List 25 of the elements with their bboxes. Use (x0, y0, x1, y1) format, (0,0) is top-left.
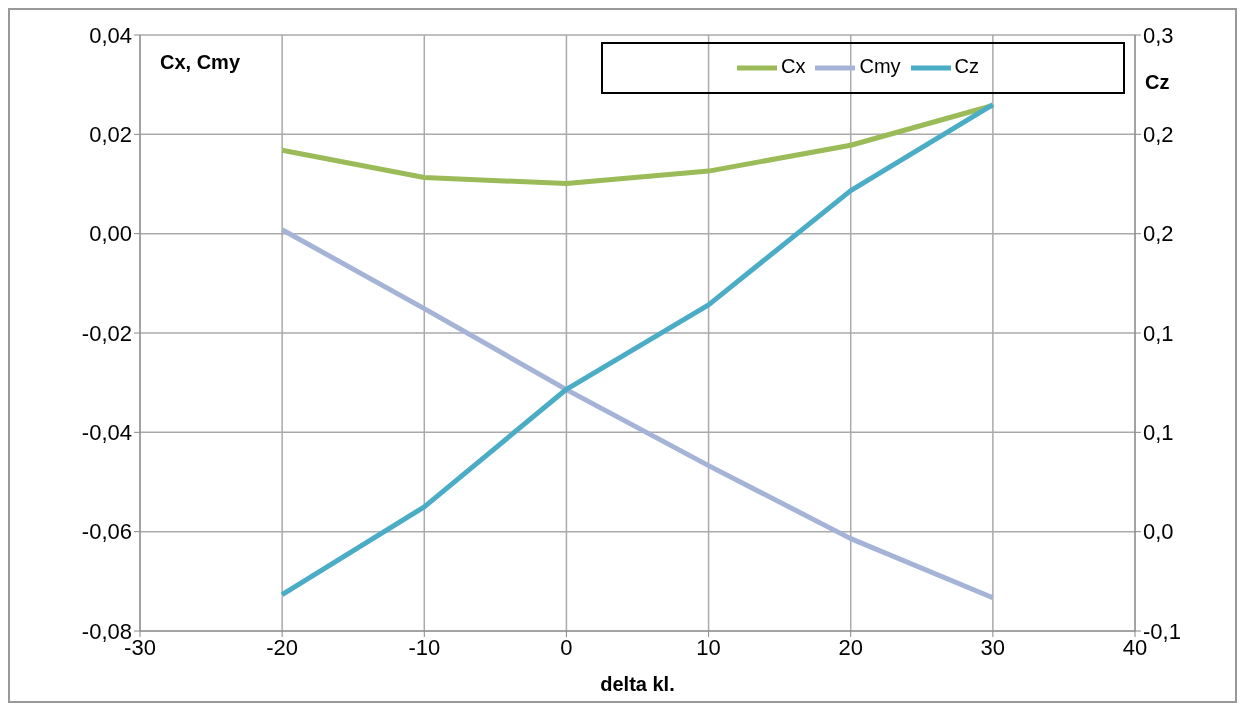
x-tick-label: -20 (266, 634, 299, 660)
y-tick-label: -0,06 (81, 519, 132, 545)
legend-label: Cx (780, 55, 806, 78)
y2-tick-label: 0,3 (1143, 22, 1174, 48)
y2-axis-title: Cz (1145, 71, 1170, 94)
y2-tick-label: 0,1 (1143, 420, 1174, 446)
legend-label: Cmy (859, 55, 901, 78)
y-tick-label: 0,02 (89, 122, 132, 148)
x-tick-label: 0 (560, 634, 573, 660)
y2-tick-label: 0,0 (1143, 519, 1174, 545)
y-tick-label: 0,00 (89, 221, 132, 247)
x-tick-label: 20 (838, 634, 863, 660)
x-tick-label: 40 (1122, 634, 1148, 660)
y2-tick-label: 0,2 (1143, 221, 1174, 247)
y-axis-title: Cx, Cmy (159, 51, 241, 74)
y-tick-label: -0,02 (81, 320, 132, 346)
y2-tick-label: 0,1 (1143, 320, 1174, 346)
y-tick-label: 0,04 (89, 22, 132, 48)
y2-tick-label: 0,2 (1143, 122, 1174, 148)
x-tick-label: 30 (980, 634, 1006, 660)
x-tick-label: -10 (408, 634, 441, 660)
y-tick-label: -0,04 (81, 420, 132, 446)
x-axis-title: delta kl. (600, 673, 675, 695)
legend-label: Cz (954, 55, 979, 78)
x-tick-label: 10 (696, 634, 721, 660)
